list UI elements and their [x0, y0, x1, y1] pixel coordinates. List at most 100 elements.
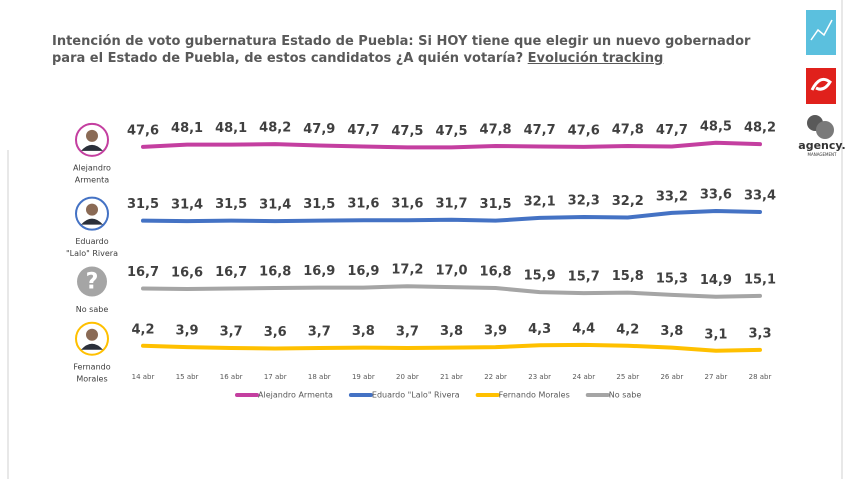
- data-label: 4,4: [572, 321, 595, 336]
- data-label: 15,7: [568, 270, 600, 285]
- data-label: 14,9: [700, 273, 732, 288]
- data-label: 3,7: [396, 325, 419, 340]
- data-label: 48,1: [215, 121, 247, 136]
- data-label: 3,9: [484, 324, 507, 339]
- data-label: 32,1: [524, 194, 556, 209]
- data-label: 3,8: [352, 324, 375, 339]
- series-side-label: "Lalo" Rivera: [66, 249, 118, 258]
- data-label: 32,2: [612, 194, 644, 209]
- data-label: 17,2: [391, 263, 423, 278]
- series-side-label: Alejandro: [73, 163, 111, 172]
- series-line: [143, 345, 760, 351]
- data-label: 48,2: [744, 121, 776, 136]
- data-label: 31,6: [391, 197, 423, 212]
- series-side-label: Morales: [76, 374, 107, 383]
- page: Intención de voto gubernatura Estado de …: [0, 0, 859, 479]
- x-tick-label: 18 abr: [308, 373, 331, 381]
- data-label: 16,6: [171, 265, 203, 280]
- avatar-head: [86, 130, 98, 142]
- series-side-label: Eduardo: [75, 237, 108, 246]
- data-label: 47,6: [127, 123, 159, 138]
- data-label: 3,8: [440, 324, 463, 339]
- data-label: 33,2: [656, 189, 688, 204]
- data-label: 3,8: [660, 324, 683, 339]
- chart: agency. MANAGEMENT 14 abr 15 abr 16 abr 17 …: [0, 0, 859, 479]
- data-label: 48,5: [700, 119, 732, 134]
- data-label: 47,5: [435, 124, 467, 139]
- avatar-head: [86, 204, 98, 216]
- data-label: 31,5: [480, 197, 512, 212]
- data-label: 48,2: [259, 121, 291, 136]
- data-label: 3,1: [704, 327, 727, 342]
- x-tick-label: 15 abr: [176, 373, 199, 381]
- data-label: 15,3: [656, 271, 688, 286]
- series-line: [143, 286, 760, 297]
- data-label: 33,4: [744, 188, 776, 203]
- logo: [806, 68, 836, 104]
- data-label: 31,4: [171, 198, 203, 213]
- data-label: 31,5: [303, 197, 335, 212]
- data-label: 3,6: [264, 325, 287, 340]
- x-tick-label: 21 abr: [440, 373, 463, 381]
- data-label: 47,7: [347, 123, 379, 138]
- series-side-label: Fernando: [73, 362, 110, 371]
- series-line: [143, 143, 760, 148]
- legend-label: No sabe: [609, 391, 642, 400]
- logo-text: MANAGEMENT: [808, 152, 837, 157]
- data-label: 16,7: [127, 265, 159, 280]
- legend-label: Eduardo "Lalo" Rivera: [372, 391, 460, 400]
- data-label: 17,0: [435, 264, 467, 279]
- data-label: 3,7: [308, 325, 331, 340]
- data-label: 47,7: [524, 123, 556, 138]
- data-label: 47,8: [480, 122, 512, 137]
- data-label: 47,8: [612, 122, 644, 137]
- data-label: 47,7: [656, 123, 688, 138]
- data-label: 15,9: [524, 269, 556, 284]
- data-label: 4,2: [131, 322, 154, 337]
- data-label: 15,8: [612, 269, 644, 284]
- data-label: 16,8: [480, 265, 512, 280]
- logo-text: agency.: [798, 139, 845, 152]
- legend-label: Fernando Morales: [499, 391, 570, 400]
- data-label: 15,1: [744, 272, 776, 287]
- data-label: 31,5: [127, 197, 159, 212]
- x-tick-label: 16 abr: [220, 373, 243, 381]
- data-label: 16,9: [347, 264, 379, 279]
- data-label: 32,3: [568, 194, 600, 209]
- x-tick-label: 25 abr: [616, 373, 639, 381]
- series-side-label: No sabe: [76, 305, 109, 314]
- data-label: 33,6: [700, 188, 732, 203]
- legend-label: Alejandro Armenta: [258, 391, 333, 400]
- x-tick-label: 26 abr: [660, 373, 683, 381]
- data-label: 16,9: [303, 264, 335, 279]
- x-tick-label: 19 abr: [352, 373, 375, 381]
- data-label: 3,7: [220, 325, 243, 340]
- data-label: 16,8: [259, 265, 291, 280]
- x-tick-label: 28 abr: [749, 373, 772, 381]
- x-tick-label: 17 abr: [264, 373, 287, 381]
- x-tick-label: 23 abr: [528, 373, 551, 381]
- x-tick-label: 14 abr: [132, 373, 155, 381]
- data-label: 4,2: [616, 322, 639, 337]
- data-label: 16,7: [215, 265, 247, 280]
- data-label: 47,9: [303, 122, 335, 137]
- data-label: 3,9: [176, 324, 199, 339]
- data-label: 48,1: [171, 121, 203, 136]
- data-label: 31,7: [435, 196, 467, 211]
- logo-mark: [816, 121, 834, 139]
- avatar-icon: ?: [86, 269, 99, 294]
- data-label: 31,4: [259, 198, 291, 213]
- x-tick-label: 24 abr: [572, 373, 595, 381]
- x-tick-label: 27 abr: [705, 373, 728, 381]
- data-label: 31,6: [347, 197, 379, 212]
- series-line: [143, 211, 760, 221]
- data-label: 3,3: [748, 326, 771, 341]
- data-label: 47,5: [391, 124, 423, 139]
- x-tick-label: 22 abr: [484, 373, 507, 381]
- data-label: 31,5: [215, 197, 247, 212]
- data-label: 4,3: [528, 322, 551, 337]
- series-side-label: Armenta: [75, 175, 110, 184]
- x-tick-label: 20 abr: [396, 373, 419, 381]
- data-label: 47,6: [568, 123, 600, 138]
- avatar-head: [86, 329, 98, 341]
